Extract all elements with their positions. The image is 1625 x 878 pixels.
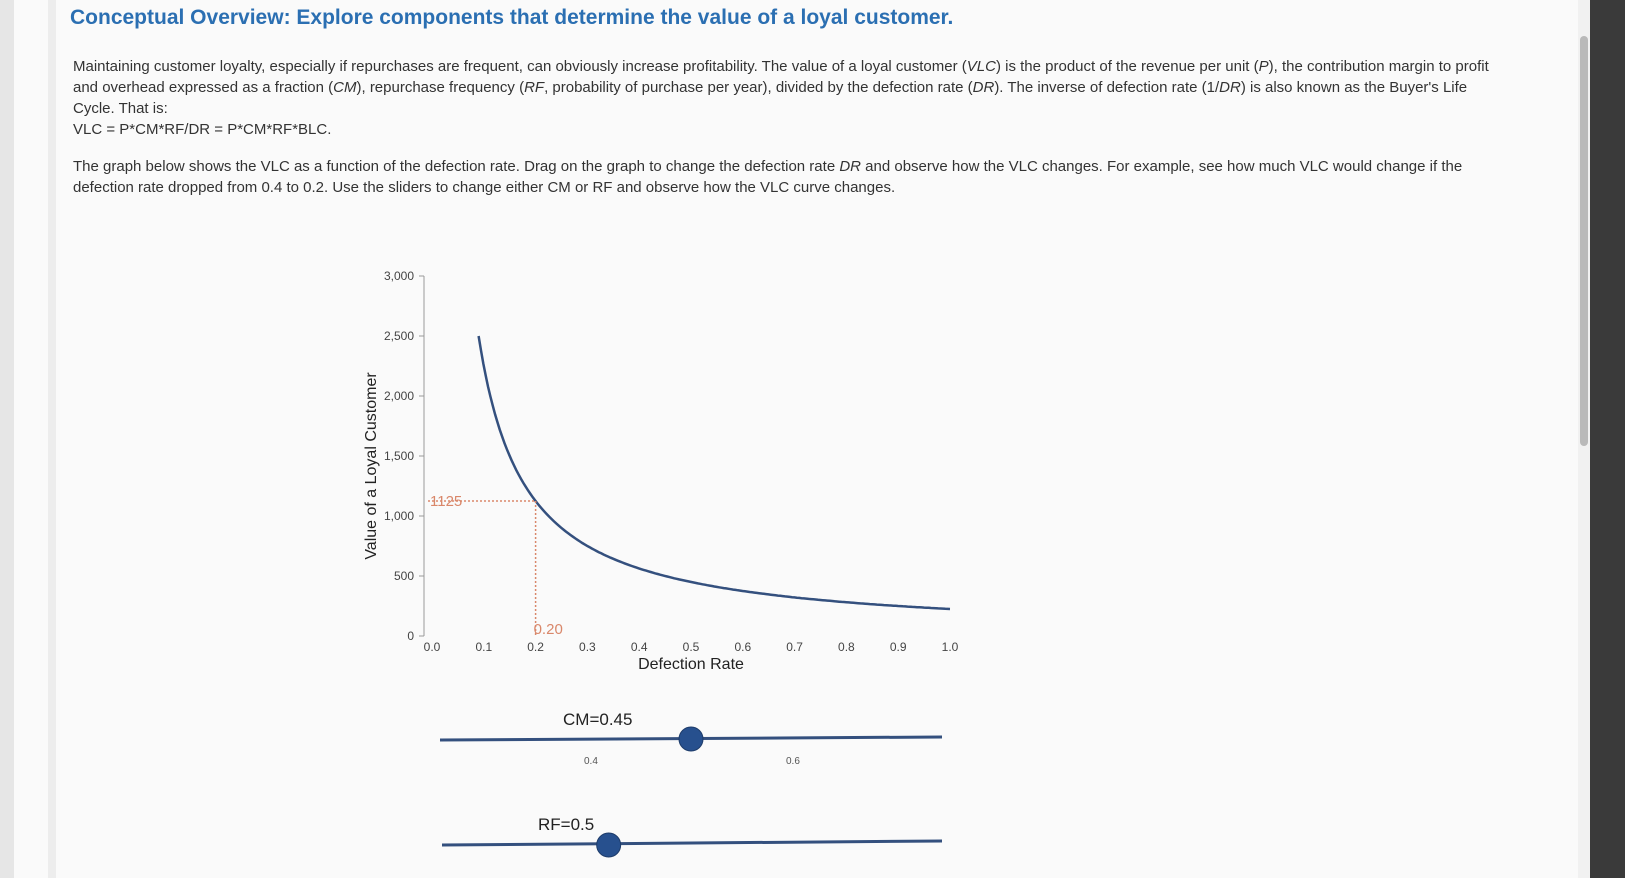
x-tick-label: 0.5 xyxy=(683,640,700,654)
x-tick-label: 0.4 xyxy=(631,640,648,654)
side-panel xyxy=(1590,0,1625,878)
x-tick-label: 0.7 xyxy=(786,640,803,654)
rf-slider-label: RF=0.5 xyxy=(538,815,595,834)
formula: VLC = P*CM*RF/DR = P*CM*RF*BLC. xyxy=(73,121,332,138)
y-tick-label: 3,000 xyxy=(384,269,414,283)
y-axis-label: Value of a Loyal Customer xyxy=(363,372,380,560)
marker-y-label: 1125 xyxy=(430,493,462,510)
y-tick-label: 0 xyxy=(407,629,414,643)
y-tick-label: 500 xyxy=(394,569,414,583)
y-tick-label: 1,500 xyxy=(384,449,414,463)
x-tick-label: 0.1 xyxy=(475,640,492,654)
cm-slider-tick: 0.6 xyxy=(786,756,800,767)
intro-paragraph: Maintaining customer loyalty, especially… xyxy=(73,58,1489,138)
vlc-curve[interactable] xyxy=(477,335,951,611)
cm-slider-label: CM=0.45 xyxy=(563,710,633,729)
left-rail xyxy=(0,0,14,878)
scrollbar-thumb[interactable] xyxy=(1580,36,1588,446)
y-tick-label: 2,000 xyxy=(384,389,414,403)
y-tick-label: 2,500 xyxy=(384,329,414,343)
x-tick-label: 0.6 xyxy=(734,640,751,654)
x-tick-label: 1.0 xyxy=(942,640,959,654)
left-gutter xyxy=(48,0,56,878)
x-tick-label: 0.9 xyxy=(890,640,907,654)
cm-slider-tick: 0.4 xyxy=(584,756,598,767)
x-tick-label: 0.3 xyxy=(579,640,596,654)
page-title: Conceptual Overview: Explore components … xyxy=(70,6,954,29)
x-axis-label: Defection Rate xyxy=(638,656,744,673)
x-tick-label: 0.8 xyxy=(838,640,855,654)
x-tick-label: 0.0 xyxy=(424,640,441,654)
marker-x-label: 0.20 xyxy=(534,621,563,638)
y-tick-label: 1,000 xyxy=(384,509,414,523)
vlc-chart[interactable]: 0 500 1,000 1,500 2,000 2,500 3,000 0.0 0.1 0.2 0.… xyxy=(0,0,1000,878)
instructions-paragraph: The graph below shows the VLC as a funct… xyxy=(73,158,1463,196)
x-tick-label: 0.2 xyxy=(527,640,544,654)
